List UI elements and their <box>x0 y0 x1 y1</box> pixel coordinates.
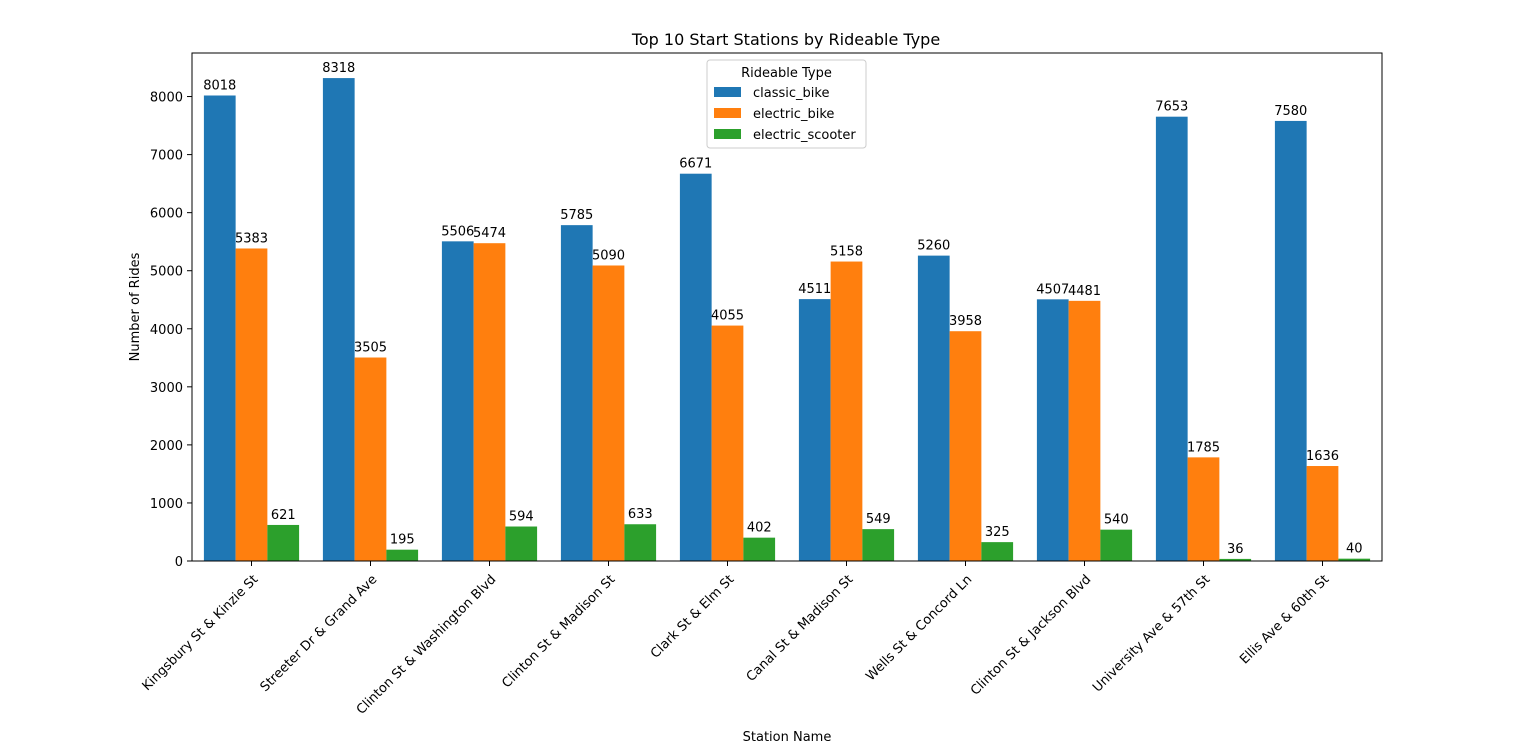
bar-electric_bike-2 <box>473 243 506 562</box>
y-tick-label: 0 <box>175 555 183 570</box>
bar-classic_bike-1 <box>322 78 355 561</box>
y-axis-title: Number of Rides <box>128 252 143 361</box>
bar-value-label: 7653 <box>1155 100 1188 115</box>
x-tick-label: Kingsbury St & Kinzie St <box>140 572 262 694</box>
y-tick-label: 2000 <box>150 439 183 454</box>
bar-classic_bike-9 <box>1274 120 1307 562</box>
chart-title: Top 10 Start Stations by Rideable Type <box>631 30 940 49</box>
y-tick-label: 6000 <box>150 207 183 222</box>
bar-value-label: 7580 <box>1274 104 1307 119</box>
bar-classic_bike-6 <box>917 255 950 561</box>
bar-electric_bike-7 <box>1068 300 1101 561</box>
y-tick-label: 5000 <box>150 265 183 280</box>
bar-electric_bike-5 <box>830 261 863 561</box>
plot-frame <box>191 52 1383 562</box>
x-tick-label: Streeter Dr & Grand Ave <box>258 572 381 695</box>
bar-classic_bike-4 <box>679 173 712 561</box>
bar-electric_scooter-1 <box>386 549 419 561</box>
bar-electric_bike-1 <box>354 357 387 561</box>
bar-value-label: 1636 <box>1306 449 1339 464</box>
legend-title: Rideable Type <box>741 66 832 81</box>
bar-value-label: 1785 <box>1187 440 1220 455</box>
bar-electric_bike-9 <box>1306 466 1339 561</box>
x-tick-label: Clinton St & Washington Blvd <box>354 572 499 717</box>
bar-electric_scooter-2 <box>505 526 538 561</box>
bar-value-label: 6671 <box>679 157 712 172</box>
bar-electric_scooter-5 <box>862 529 895 561</box>
y-tick-label: 8000 <box>150 91 183 106</box>
bar-electric_scooter-3 <box>624 524 657 561</box>
legend-label-classic_bike: classic_bike <box>753 86 829 101</box>
x-tick-label: Canal St & Madison St <box>744 572 857 685</box>
bar-classic_bike-3 <box>560 225 593 561</box>
legend-box <box>706 59 867 149</box>
bar-classic_bike-2 <box>441 241 474 561</box>
bar-electric_bike-3 <box>592 265 625 561</box>
bar-electric_bike-0 <box>235 248 268 561</box>
legend: Rideable Type classic_bike electric_bikeel… <box>706 59 867 149</box>
y-tick-label: 3000 <box>150 381 183 396</box>
bar-value-label: 4055 <box>711 309 744 324</box>
bar-value-label: 4481 <box>1068 284 1101 299</box>
bar-value-label: 5383 <box>235 231 268 246</box>
bar-electric_scooter-7 <box>1100 529 1133 561</box>
bar-value-label: 621 <box>271 508 296 523</box>
legend-swatch-classic_bike <box>714 87 741 97</box>
bar-value-label: 8018 <box>203 78 236 93</box>
y-tick-label: 7000 <box>150 149 183 164</box>
y-tick-label: 1000 <box>150 497 183 512</box>
bar-classic_bike-5 <box>798 299 831 561</box>
bar-classic_bike-8 <box>1155 116 1188 561</box>
bar-value-label: 549 <box>866 512 891 527</box>
x-tick-label: University Ave & 57th St <box>1090 572 1213 695</box>
bar-electric_scooter-4 <box>743 537 776 561</box>
bar-value-label: 36 <box>1227 542 1244 557</box>
bar-value-label: 402 <box>747 521 772 536</box>
plot-area: 8018 8318 5506 5785 6671 4511 5260 4507 7653 7580… <box>140 52 1383 718</box>
bar-value-label: 195 <box>390 533 415 548</box>
bar-value-label: 633 <box>628 507 653 522</box>
bar-value-label: 5785 <box>560 208 593 223</box>
x-tick-label: Wells St & Concord Ln <box>863 572 975 684</box>
legend-swatch-electric_bike <box>714 108 741 118</box>
legend-swatch-electric_scooter <box>714 129 741 139</box>
bar-electric_scooter-0 <box>267 524 300 561</box>
bar-value-label: 3505 <box>354 341 387 356</box>
bar-classic_bike-0 <box>203 95 236 561</box>
bar-electric_scooter-6 <box>981 542 1014 561</box>
x-tick-label: Clinton St & Jackson Blvd <box>968 572 1094 698</box>
bar-value-label: 5506 <box>441 224 474 239</box>
bar-value-label: 40 <box>1346 542 1363 557</box>
bar-value-label: 8318 <box>322 61 355 76</box>
x-tick-label: Ellis Ave & 60th St <box>1237 572 1332 667</box>
bar-electric_scooter-9 <box>1338 558 1371 561</box>
y-tick-label: 4000 <box>150 323 183 338</box>
bar-electric_scooter-8 <box>1219 558 1252 561</box>
legend-label-electric_scooter: electric_scooter <box>753 128 856 143</box>
bar-value-label: 4511 <box>798 282 831 297</box>
legend-label-electric_bike: electric_bike <box>753 107 834 122</box>
x-tick-label: Clark St & Elm St <box>648 572 737 661</box>
bar-value-label: 3958 <box>949 314 982 329</box>
bar-value-label: 540 <box>1104 513 1129 528</box>
bar-value-label: 4507 <box>1036 282 1069 297</box>
bar-value-label: 325 <box>985 525 1010 540</box>
bar-value-label: 594 <box>509 510 534 525</box>
bar-value-label: 5474 <box>473 226 506 241</box>
bar-electric_bike-4 <box>711 325 744 561</box>
bar-electric_bike-8 <box>1187 457 1220 561</box>
x-tick-label: Clinton St & Madison St <box>499 572 618 691</box>
x-axis-title: Station Name <box>743 730 832 745</box>
bar-value-label: 5090 <box>592 248 625 263</box>
bar-classic_bike-7 <box>1036 299 1069 561</box>
bar-electric_bike-6 <box>949 331 982 561</box>
bar-value-label: 5158 <box>830 245 863 260</box>
bar-value-label: 5260 <box>917 239 950 254</box>
